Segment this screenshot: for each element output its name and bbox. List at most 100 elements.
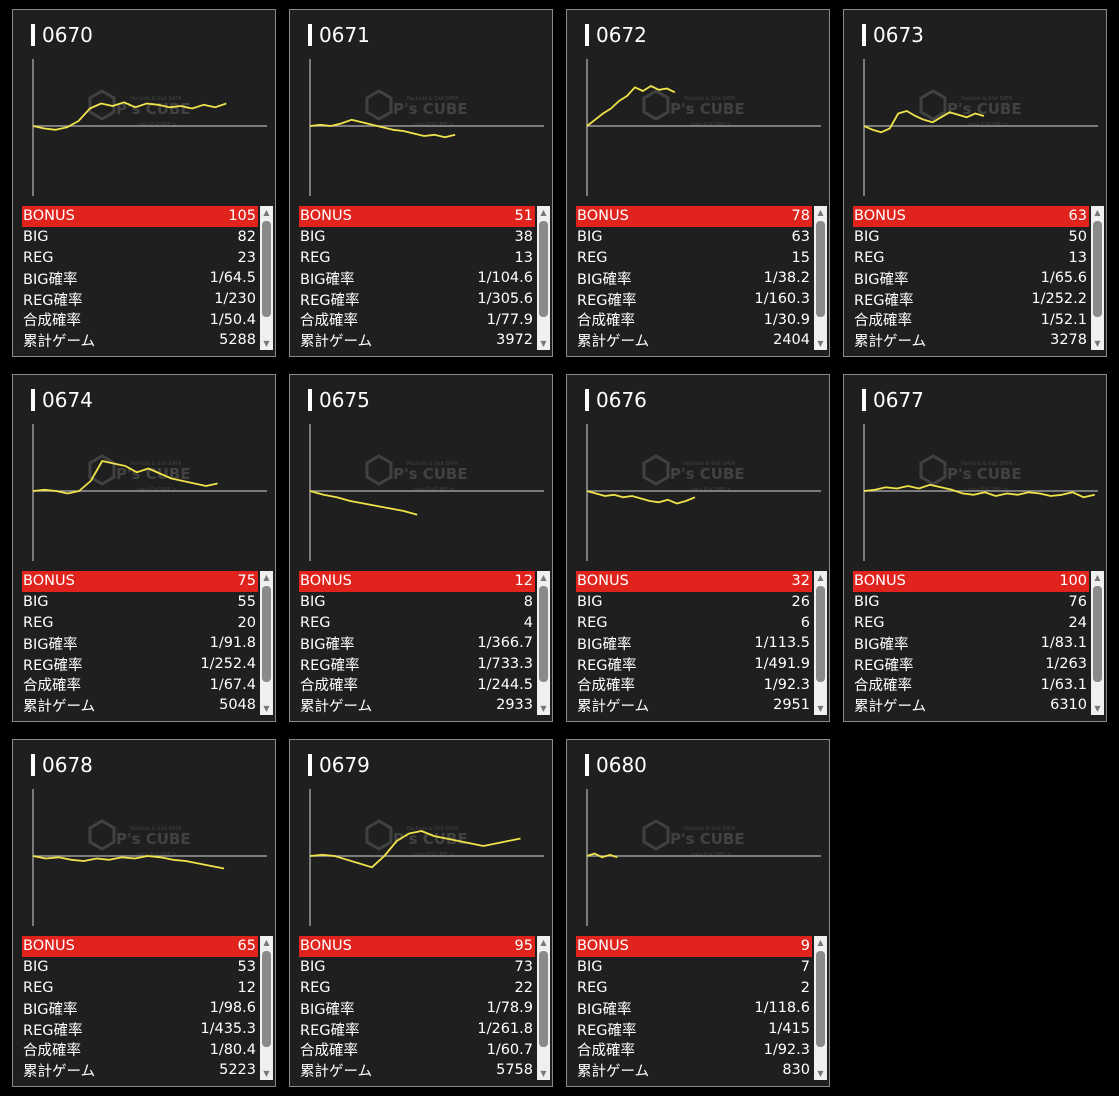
- machine-card-0672[interactable]: 0672 P's CUBE Pachislo & Slot DATA data.P's…: [566, 9, 830, 357]
- machine-title[interactable]: 0680: [585, 752, 647, 778]
- stats-table: BONUS 32 BIG 26 REG 6 BIG確率 1/113.5 REG確率 1/491.9…: [576, 571, 812, 716]
- big-row: BIG 53: [22, 957, 258, 978]
- machine-title[interactable]: 0672: [585, 22, 647, 48]
- machine-title[interactable]: 0677: [862, 387, 924, 413]
- stat-value: 100: [1059, 573, 1087, 590]
- scroll-down-arrow-icon[interactable]: ▼: [817, 704, 824, 713]
- machine-title[interactable]: 0679: [308, 752, 370, 778]
- machine-title[interactable]: 0674: [31, 387, 93, 413]
- scroll-down-arrow-icon[interactable]: ▼: [540, 339, 547, 348]
- stats-scrollbar[interactable]: ▲ ▼: [1091, 571, 1104, 715]
- stat-value: 1/305.6: [477, 291, 533, 308]
- scroll-thumb[interactable]: [539, 221, 548, 317]
- scroll-thumb[interactable]: [1093, 221, 1102, 317]
- stats-scrollbar[interactable]: ▲ ▼: [814, 936, 827, 1080]
- scroll-down-arrow-icon[interactable]: ▼: [540, 704, 547, 713]
- cube-icon: [365, 819, 393, 851]
- stats-scrollbar[interactable]: ▲ ▼: [537, 936, 550, 1080]
- scroll-thumb[interactable]: [262, 951, 271, 1047]
- scroll-thumb[interactable]: [816, 221, 825, 317]
- cube-icon: [919, 454, 947, 486]
- scroll-thumb[interactable]: [539, 586, 548, 682]
- machine-title[interactable]: 0670: [31, 22, 93, 48]
- slump-line: [586, 852, 618, 859]
- watermark-tagline: Pachislo & Slot DATA: [961, 96, 1013, 102]
- games-row: 累計ゲーム 2951: [576, 695, 812, 716]
- bonus-row: BONUS 9: [576, 936, 812, 957]
- total-rate-row: 合成確率 1/92.3: [576, 674, 812, 695]
- machine-card-0675[interactable]: 0675 P's CUBE Pachislo & Slot DATA data.P's…: [289, 374, 553, 722]
- stats-scrollbar[interactable]: ▲ ▼: [260, 206, 273, 350]
- scroll-down-arrow-icon[interactable]: ▼: [540, 1069, 547, 1078]
- stat-label: BIG確率: [23, 1001, 78, 1018]
- scroll-up-arrow-icon[interactable]: ▲: [263, 938, 270, 947]
- cube-icon: [642, 819, 670, 851]
- stat-value: 13: [514, 249, 533, 266]
- stat-value: 12: [237, 979, 256, 996]
- scroll-down-arrow-icon[interactable]: ▼: [263, 1069, 270, 1078]
- scroll-up-arrow-icon[interactable]: ▲: [540, 573, 547, 582]
- scroll-thumb[interactable]: [262, 221, 271, 317]
- stat-value: 3278: [1050, 332, 1087, 349]
- stats-scrollbar[interactable]: ▲ ▼: [814, 571, 827, 715]
- reg-row: REG 13: [299, 247, 535, 268]
- stats-scrollbar[interactable]: ▲ ▼: [537, 571, 550, 715]
- stat-label: 累計ゲーム: [577, 1063, 650, 1080]
- scroll-up-arrow-icon[interactable]: ▲: [1094, 208, 1101, 217]
- stats-scrollbar[interactable]: ▲ ▼: [1091, 206, 1104, 350]
- scroll-up-arrow-icon[interactable]: ▲: [1094, 573, 1101, 582]
- scroll-up-arrow-icon[interactable]: ▲: [817, 208, 824, 217]
- scroll-up-arrow-icon[interactable]: ▲: [540, 938, 547, 947]
- machine-title[interactable]: 0673: [862, 22, 924, 48]
- stats-scrollbar[interactable]: ▲ ▼: [260, 936, 273, 1080]
- scroll-down-arrow-icon[interactable]: ▼: [817, 1069, 824, 1078]
- machine-card-0678[interactable]: 0678 P's CUBE Pachislo & Slot DATA data.P's…: [12, 739, 276, 1087]
- scroll-up-arrow-icon[interactable]: ▲: [263, 208, 270, 217]
- machine-title[interactable]: 0675: [308, 387, 370, 413]
- stat-label: BONUS: [23, 573, 75, 590]
- stats-scrollbar[interactable]: ▲ ▼: [814, 206, 827, 350]
- scroll-thumb[interactable]: [539, 951, 548, 1047]
- machine-number: 0671: [319, 23, 370, 47]
- stat-value: 63: [1068, 208, 1087, 225]
- scroll-up-arrow-icon[interactable]: ▲: [817, 573, 824, 582]
- scroll-thumb[interactable]: [816, 951, 825, 1047]
- scroll-down-arrow-icon[interactable]: ▼: [263, 704, 270, 713]
- machine-card-0680[interactable]: 0680 P's CUBE Pachislo & Slot DATA data.P's…: [566, 739, 830, 1087]
- scroll-up-arrow-icon[interactable]: ▲: [540, 208, 547, 217]
- stat-value: 75: [237, 573, 256, 590]
- stat-value: 8: [523, 594, 533, 611]
- scroll-thumb[interactable]: [1093, 586, 1102, 682]
- machine-card-0676[interactable]: 0676 P's CUBE Pachislo & Slot DATA data.P's…: [566, 374, 830, 722]
- stat-label: 合成確率: [300, 678, 358, 695]
- watermark-sub: data.P'sCUBE.jp: [691, 487, 731, 493]
- scroll-up-arrow-icon[interactable]: ▲: [263, 573, 270, 582]
- stats-scrollbar[interactable]: ▲ ▼: [537, 206, 550, 350]
- machine-title[interactable]: 0671: [308, 22, 370, 48]
- scroll-thumb[interactable]: [816, 586, 825, 682]
- machine-card-0671[interactable]: 0671 P's CUBE Pachislo & Slot DATA data.P's…: [289, 9, 553, 357]
- stat-value: 9: [800, 938, 810, 955]
- machine-card-0670[interactable]: 0670 P's CUBE Pachislo & Slot DATA data.P's…: [12, 9, 276, 357]
- scroll-down-arrow-icon[interactable]: ▼: [1094, 339, 1101, 348]
- stat-label: BIG: [577, 229, 603, 246]
- total-rate-row: 合成確率 1/92.3: [576, 1039, 812, 1060]
- stats-scrollbar[interactable]: ▲ ▼: [260, 571, 273, 715]
- scroll-up-arrow-icon[interactable]: ▲: [817, 938, 824, 947]
- scroll-down-arrow-icon[interactable]: ▼: [817, 339, 824, 348]
- machine-card-0679[interactable]: 0679 P's CUBE Pachislo & Slot DATA data.P's…: [289, 739, 553, 1087]
- stat-label: BIG: [854, 594, 880, 611]
- scroll-down-arrow-icon[interactable]: ▼: [263, 339, 270, 348]
- watermark-tagline: Pachislo & Slot DATA: [961, 461, 1013, 467]
- scroll-down-arrow-icon[interactable]: ▼: [1094, 704, 1101, 713]
- watermark-sub: data.P'sCUBE.jp: [137, 122, 177, 128]
- machine-card-0674[interactable]: 0674 P's CUBE Pachislo & Slot DATA data.P's…: [12, 374, 276, 722]
- machine-card-0673[interactable]: 0673 P's CUBE Pachislo & Slot DATA data.P's…: [843, 9, 1107, 357]
- machine-title[interactable]: 0676: [585, 387, 647, 413]
- scroll-thumb[interactable]: [262, 586, 271, 682]
- machine-card-0677[interactable]: 0677 P's CUBE Pachislo & Slot DATA data.P's…: [843, 374, 1107, 722]
- machine-title[interactable]: 0678: [31, 752, 93, 778]
- title-marker: [31, 24, 35, 46]
